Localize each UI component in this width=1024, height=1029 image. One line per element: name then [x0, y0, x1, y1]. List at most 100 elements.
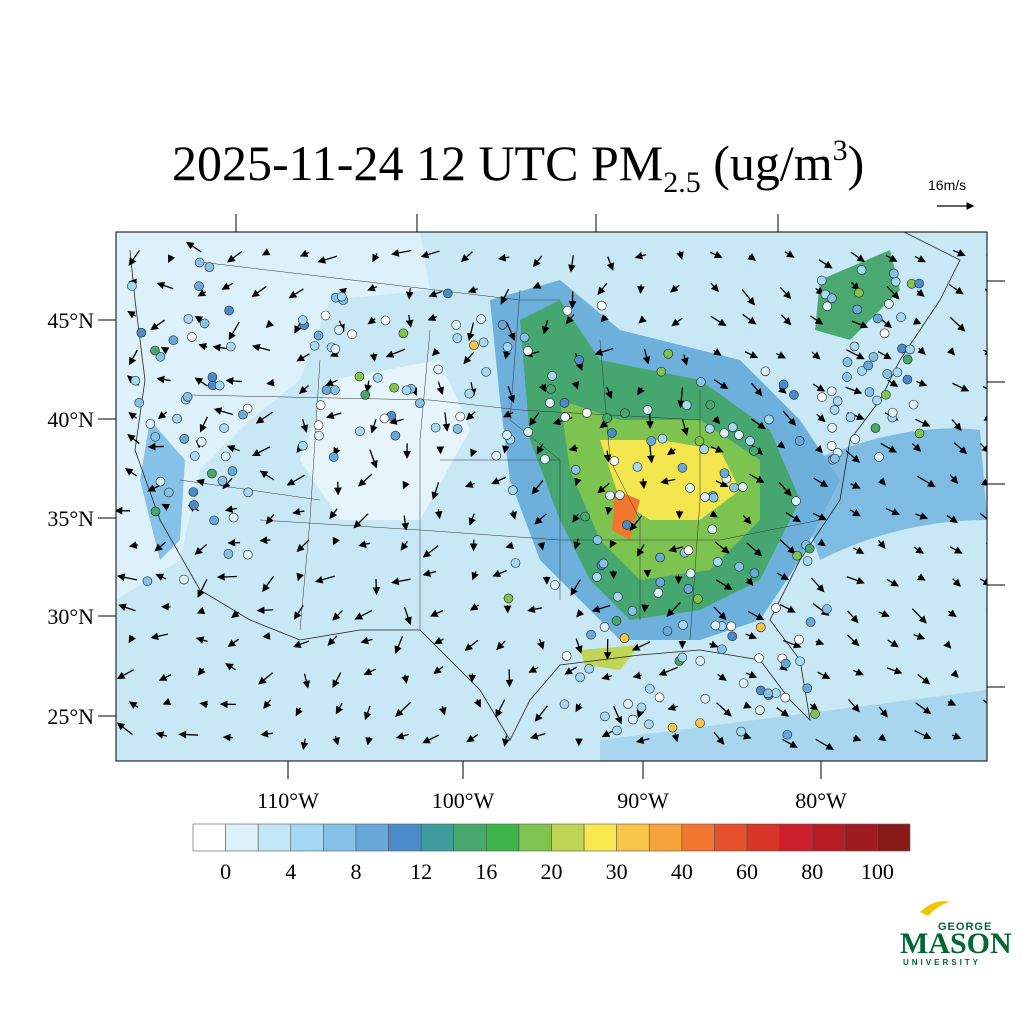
site [795, 436, 804, 445]
lon-label: 110°W [257, 788, 319, 813]
site [678, 653, 687, 662]
site [561, 413, 570, 422]
site [857, 265, 866, 274]
site [620, 409, 629, 418]
site [873, 396, 882, 405]
colorbar-box [323, 824, 356, 851]
site [700, 445, 709, 454]
site [624, 699, 633, 708]
site [873, 314, 882, 323]
site [846, 413, 855, 422]
site [197, 437, 206, 446]
site [817, 393, 826, 402]
site [321, 311, 330, 320]
site [728, 423, 737, 432]
site [695, 437, 704, 446]
site [783, 730, 792, 739]
site [560, 700, 569, 709]
lat-label: 40°N [47, 407, 94, 432]
site [337, 292, 346, 301]
site [793, 551, 802, 560]
site [562, 651, 571, 660]
site [781, 693, 790, 702]
site [903, 375, 912, 384]
site [705, 424, 714, 433]
site [796, 657, 805, 666]
site [711, 621, 720, 630]
site [888, 408, 897, 417]
site [208, 373, 217, 382]
colorbar-box [552, 824, 585, 851]
site [469, 341, 478, 350]
site [706, 400, 715, 409]
site [498, 320, 507, 329]
site [205, 263, 214, 272]
site [828, 423, 837, 432]
site [843, 358, 852, 367]
site [696, 656, 705, 665]
site [686, 483, 695, 492]
site [749, 446, 758, 455]
site [803, 556, 812, 565]
site [179, 575, 188, 584]
colorbar-box [682, 824, 715, 851]
site [772, 603, 781, 612]
logo-main: MASON [900, 927, 1012, 960]
site [696, 378, 705, 387]
site [183, 392, 192, 401]
site [322, 386, 331, 395]
site [127, 282, 136, 291]
colorbar-box [291, 824, 324, 851]
site [869, 352, 878, 361]
site [361, 390, 370, 399]
site [603, 414, 612, 423]
site [622, 520, 631, 529]
colorbar-label: 4 [285, 859, 296, 884]
site [643, 405, 652, 414]
site [492, 451, 501, 460]
colorbar-label: 60 [736, 859, 758, 884]
site [875, 453, 884, 462]
site [830, 454, 839, 463]
site [628, 606, 637, 615]
wind-vector [643, 479, 644, 488]
site [645, 684, 654, 693]
wind-vector [986, 255, 997, 259]
site [210, 516, 219, 525]
wind-vector [986, 543, 998, 550]
site [524, 428, 533, 437]
site [207, 469, 216, 478]
site [238, 410, 247, 419]
site [243, 550, 252, 559]
site [402, 386, 411, 395]
site [593, 536, 602, 545]
site [415, 399, 424, 408]
site [827, 387, 836, 396]
site [668, 723, 677, 732]
site [656, 578, 665, 587]
site [682, 401, 691, 410]
site [655, 693, 664, 702]
site [582, 408, 591, 417]
site [713, 557, 722, 566]
site [600, 622, 609, 631]
site [854, 288, 863, 297]
site [314, 431, 323, 440]
colorbar-box [389, 824, 422, 851]
site [678, 463, 687, 472]
colorbar-box [877, 824, 910, 851]
site [545, 398, 554, 407]
colorbar-box [617, 824, 650, 851]
wind-vector [224, 737, 233, 738]
colorbar-box [258, 824, 291, 851]
site [135, 398, 144, 407]
site [380, 414, 389, 423]
colorbar-label: 20 [541, 859, 563, 884]
site [314, 331, 323, 340]
site [581, 512, 590, 521]
site [169, 336, 178, 345]
site [789, 390, 798, 399]
site [889, 269, 898, 278]
site [225, 306, 234, 315]
